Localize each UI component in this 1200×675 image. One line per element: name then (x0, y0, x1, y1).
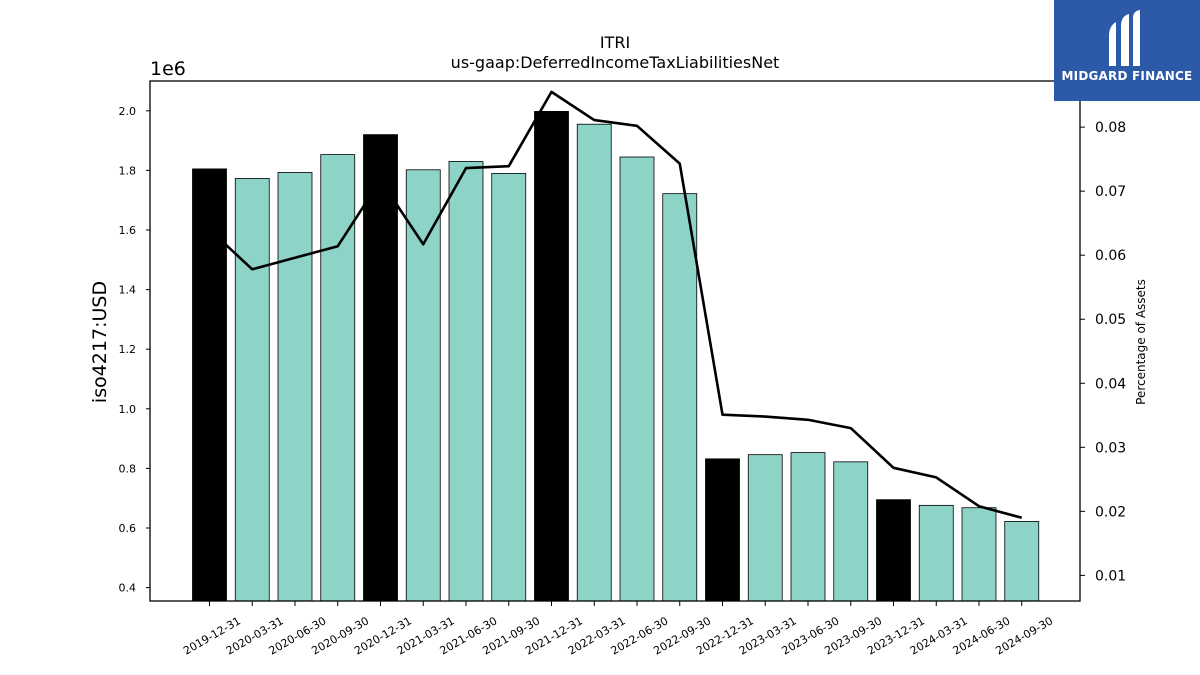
bar (234, 178, 270, 602)
y2-tick-label: 0.04 (1095, 376, 1126, 392)
chart-title: ITRI (600, 33, 630, 52)
bar (320, 154, 356, 602)
y2-tick-label: 0.08 (1095, 120, 1126, 136)
y2-tick-label: 0.05 (1095, 312, 1126, 328)
y-tick-label: 0.6 (119, 522, 137, 535)
bar (705, 458, 740, 602)
y2-tick-label: 0.06 (1095, 248, 1126, 264)
y2-tick-label: 0.07 (1095, 184, 1126, 200)
bar (405, 169, 441, 602)
bar (576, 123, 612, 602)
bar (448, 161, 484, 602)
logo-text: MIDGARD FINANCE (1061, 69, 1193, 83)
bar (619, 156, 655, 602)
bar (662, 193, 698, 602)
bar (876, 499, 911, 602)
bar (192, 168, 227, 602)
line-series (208, 90, 1023, 520)
y2-tick-label: 0.02 (1095, 504, 1126, 520)
y-tick-label: 2.0 (119, 105, 137, 118)
bar (1004, 521, 1040, 602)
bar (747, 454, 783, 602)
y-tick-label: 1.4 (119, 284, 137, 297)
bar (277, 172, 313, 602)
bar (491, 172, 527, 602)
bar (534, 110, 569, 602)
bar (790, 452, 826, 602)
brand-logo: MIDGARD FINANCE (1054, 0, 1200, 101)
plot-area: 0.4 0.6 0.8 1.0 1.2 1.4 1.6 1.8 2.0 0.01 0.02 0.03 0… (119, 80, 1126, 658)
bar (833, 461, 869, 602)
y2-axis-label: Percentage of Assets (1134, 279, 1148, 405)
y-tick-label: 1.8 (119, 164, 137, 177)
y-tick-label: 1.6 (119, 224, 137, 237)
bar (961, 507, 997, 602)
bar (363, 134, 398, 602)
y-tick-label: 0.8 (119, 462, 137, 475)
bar (918, 504, 954, 602)
logo-mark-icon (1109, 10, 1140, 66)
y-tick-label: 1.2 (119, 343, 137, 356)
y-axis-label: iso4217:USD (89, 281, 111, 403)
plot-frame (149, 80, 1081, 602)
y-tick-label: 0.4 (119, 582, 137, 595)
y2-tick-label: 0.01 (1095, 568, 1126, 584)
y-tick-label: 1.0 (119, 403, 137, 416)
chart-subtitle: us-gaap:DeferredIncomeTaxLiabilitiesNet (451, 53, 780, 72)
y-offset-label: 1e6 (150, 58, 186, 80)
y2-tick-label: 0.03 (1095, 440, 1126, 456)
